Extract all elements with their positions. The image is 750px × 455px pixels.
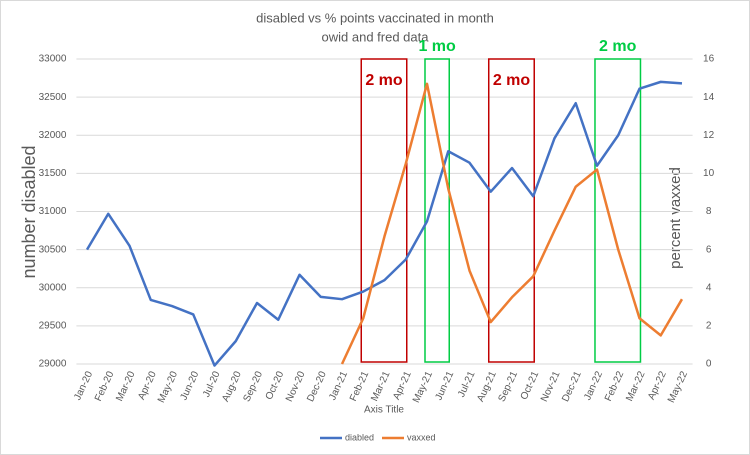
y-tick-label: 30500 [39,244,67,255]
annotation-label: 2 mo [365,72,403,89]
y2-axis-title: percent vaxxed [667,167,684,269]
annotation-label: 1 mo [418,38,456,55]
x-axis-title: Axis Title [364,405,404,416]
series-line [85,80,683,367]
legend-label: vaxxed [407,432,436,442]
y-axis-title: number disabled [19,145,39,278]
y2-tick-label: 8 [706,206,712,217]
y-tick-label: 30000 [39,282,67,293]
annotation-label: 2 mo [493,72,531,89]
y-tick-label: 32500 [39,92,67,103]
y2-tick-label: 14 [703,92,715,103]
chart-title: disabled vs % points vaccinated in month [256,10,494,25]
y2-tick-label: 6 [706,244,712,255]
y2-tick-label: 12 [703,130,715,141]
y-tick-label: 31500 [39,168,67,179]
y-tick-label: 32000 [39,130,67,141]
legend-label: diabled [345,432,374,442]
chart-subtitle: owid and fred data [322,29,430,44]
y-tick-label: 31000 [39,206,67,217]
y2-tick-label: 4 [706,282,712,293]
annotation-box [360,58,408,363]
annotation-box [424,58,450,363]
y2-tick-label: 10 [703,168,715,179]
y2-tick-label: 2 [706,321,712,332]
y-tick-label: 29500 [39,321,67,332]
annotation-label: 2 mo [599,38,637,55]
series-line [340,82,684,365]
y-tick-label: 29000 [39,359,67,370]
annotation-box [487,58,535,363]
y2-tick-label: 16 [703,54,715,65]
annotation-box [594,58,642,363]
y2-tick-label: 0 [706,359,712,370]
y-tick-label: 33000 [39,54,67,65]
